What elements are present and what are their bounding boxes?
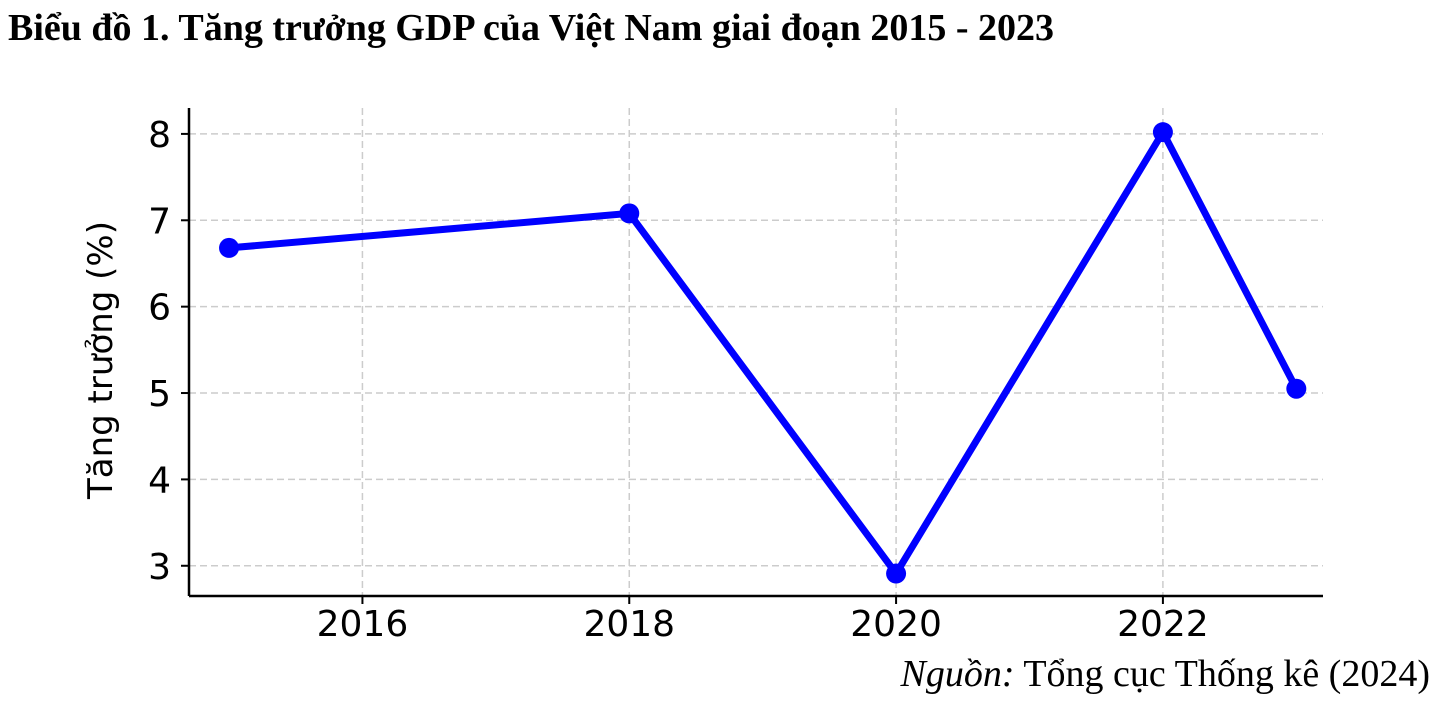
data-point [1286,378,1307,399]
data-point [619,203,640,224]
source-text: Tổng cục Thống kê (2024) [1023,653,1430,695]
chart-title: Biểu đồ 1. Tăng trưởng GDP của Việt Nam … [8,7,1055,49]
y-tick-label: 6 [148,288,171,329]
grid-lines [189,108,1323,596]
series-line [225,125,1300,580]
y-tick-label: 3 [148,547,171,588]
x-tick-label: 2018 [583,604,675,645]
y-tick-label: 8 [148,115,171,156]
data-point [219,237,240,258]
x-tick-label: 2022 [1117,604,1209,645]
y-axis-title: Tăng trưởng (%) [81,221,121,500]
series-layer [219,122,1307,584]
y-tick-label: 5 [148,374,171,415]
x-tick-label: 2020 [850,604,942,645]
data-point [886,563,907,584]
axes [181,108,1323,604]
data-point [1152,122,1173,143]
y-tick-label: 4 [148,460,171,501]
source-label: Nguồn: [900,653,1015,695]
source-note: Nguồn: Tổng cục Thống kê (2024) [901,652,1430,696]
y-tick-label: 7 [148,201,171,242]
y-tick-labels: 3 4 5 6 7 8 [148,115,171,588]
x-tick-label: 2016 [317,604,409,645]
x-tick-labels: 2016 2018 2020 2022 [317,604,1209,645]
